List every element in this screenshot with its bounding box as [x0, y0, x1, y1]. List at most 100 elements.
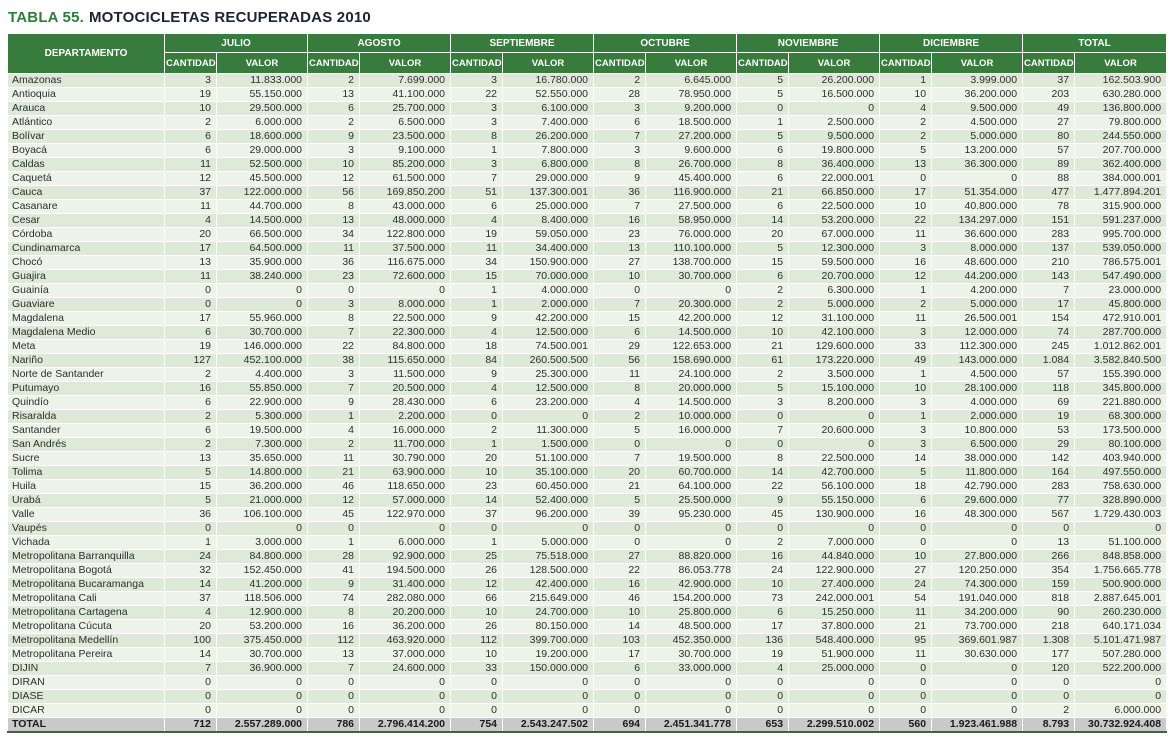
- table-row: Nariño 127 452.100.000 38 115.650.000 84 260.5…: [7, 353, 1168, 368]
- cantidad-cell: 754: [450, 717, 504, 733]
- subheader-valor: VALOR: [502, 52, 595, 74]
- cantidad-cell: 57: [1022, 143, 1076, 158]
- cantidad-cell: 0: [450, 521, 504, 536]
- month-header-octubre: OCTUBRE: [593, 33, 738, 53]
- valor-cell: 26.200.000: [502, 129, 595, 144]
- valor-cell: 60.700.000: [645, 465, 738, 480]
- cantidad-cell: 2: [164, 409, 217, 424]
- cantidad-cell: 2: [879, 129, 933, 144]
- cantidad-cell: 2: [307, 437, 361, 452]
- valor-cell: 73.700.000: [931, 619, 1024, 634]
- cantidad-cell: 23: [593, 227, 647, 242]
- cantidad-cell: 283: [1022, 227, 1076, 242]
- table-row: Córdoba 20 66.500.000 34 122.800.000 19 59.050…: [7, 227, 1168, 242]
- subheader-cantidad: CANTIDAD: [450, 52, 504, 74]
- cantidad-cell: 13: [879, 157, 933, 172]
- valor-cell: 0: [1074, 689, 1168, 704]
- table-row: Risaralda 2 5.300.000 1 2.200.000 0 0 2 10.000.0…: [7, 409, 1168, 424]
- valor-cell: 43.000.000: [359, 199, 452, 214]
- valor-cell: 55.960.000: [215, 311, 309, 326]
- valor-cell: 22.500.000: [359, 311, 452, 326]
- valor-cell: 315.900.000: [1074, 199, 1168, 214]
- valor-cell: 74.300.000: [931, 577, 1024, 592]
- valor-cell: 0: [931, 703, 1024, 718]
- valor-cell: 0: [215, 689, 309, 704]
- table-row: Cauca 37 122.000.000 56 169.850.200 51 137.300…: [7, 185, 1168, 200]
- cantidad-cell: 6: [164, 395, 217, 410]
- valor-cell: 40.800.000: [931, 199, 1024, 214]
- valor-cell: 150.900.000: [502, 255, 595, 270]
- valor-cell: 42.200.000: [645, 311, 738, 326]
- table-row: Metropolitana Cúcuta 20 53.200.000 16 36.200…: [7, 619, 1168, 634]
- valor-cell: 507.280.000: [1074, 647, 1168, 662]
- valor-cell: 70.000.000: [502, 269, 595, 284]
- cantidad-cell: 24: [879, 577, 933, 592]
- cantidad-cell: 11: [879, 227, 933, 242]
- cantidad-cell: 120: [1022, 661, 1076, 676]
- valor-cell: 9.500.000: [788, 129, 881, 144]
- cantidad-cell: 14: [879, 451, 933, 466]
- valor-cell: 0: [645, 703, 738, 718]
- valor-cell: 23.500.000: [359, 129, 452, 144]
- data-table: DEPARTAMENTO JULIO AGOSTO SEPTIEMBRE OCTUBR…: [7, 33, 1168, 733]
- subheader-valor: VALOR: [931, 52, 1024, 74]
- cantidad-cell: 0: [1022, 689, 1076, 704]
- valor-cell: 2.543.247.502: [502, 717, 595, 733]
- total-label: TOTAL: [7, 717, 165, 733]
- cantidad-cell: 37: [164, 185, 217, 200]
- valor-cell: 8.400.000: [502, 213, 595, 228]
- table-row: Magdalena Medio 6 30.700.000 7 22.300.000 4 12…: [7, 325, 1168, 340]
- valor-cell: 345.800.000: [1074, 381, 1168, 396]
- cantidad-cell: 11: [307, 241, 361, 256]
- cantidad-cell: 100: [164, 633, 217, 648]
- cantidad-cell: 18: [450, 339, 504, 354]
- cantidad-cell: 5: [164, 465, 217, 480]
- valor-cell: 44.200.000: [931, 269, 1024, 284]
- cantidad-cell: 29: [593, 339, 647, 354]
- valor-cell: 45.400.000: [645, 171, 738, 186]
- valor-cell: 33.000.000: [645, 661, 738, 676]
- month-header-diciembre: DICIEMBRE: [879, 33, 1024, 53]
- cantidad-cell: 653: [736, 717, 790, 733]
- cantidad-cell: 29: [1022, 437, 1076, 452]
- valor-cell: 630.280.000: [1074, 87, 1168, 102]
- cantidad-cell: 5: [736, 241, 790, 256]
- valor-cell: 129.600.000: [788, 339, 881, 354]
- cantidad-cell: 6: [736, 171, 790, 186]
- valor-cell: 36.400.000: [788, 157, 881, 172]
- valor-cell: 0: [215, 703, 309, 718]
- valor-cell: 30.732.924.408: [1074, 717, 1168, 733]
- valor-cell: 48.500.000: [645, 619, 738, 634]
- cantidad-cell: 8: [450, 129, 504, 144]
- valor-cell: 30.700.000: [215, 325, 309, 340]
- cantidad-cell: 9: [450, 367, 504, 382]
- cantidad-cell: 0: [593, 283, 647, 298]
- cantidad-cell: 12: [307, 171, 361, 186]
- valor-cell: 7.699.000: [359, 73, 452, 88]
- subheader-cantidad: CANTIDAD: [1022, 52, 1076, 74]
- cantidad-cell: 15: [164, 479, 217, 494]
- table-row: Metropolitana Pereira 14 30.700.000 13 37.00…: [7, 647, 1168, 662]
- cantidad-cell: 567: [1022, 507, 1076, 522]
- table-row: Bolívar 6 18.600.000 9 23.500.000 8 26.200.000…: [7, 129, 1168, 144]
- valor-cell: 6.500.000: [359, 115, 452, 130]
- cantidad-cell: 7: [593, 451, 647, 466]
- cantidad-cell: 25: [450, 549, 504, 564]
- valor-cell: 88.820.000: [645, 549, 738, 564]
- valor-cell: 0: [215, 283, 309, 298]
- cantidad-cell: 17: [736, 619, 790, 634]
- department-cell: Casanare: [7, 199, 165, 214]
- valor-cell: 128.500.000: [502, 563, 595, 578]
- cantidad-cell: 26: [450, 563, 504, 578]
- department-cell: Bolívar: [7, 129, 165, 144]
- valor-cell: 591.237.000: [1074, 213, 1168, 228]
- valor-cell: 44.700.000: [215, 199, 309, 214]
- department-cell: Santander: [7, 423, 165, 438]
- cantidad-cell: 22: [879, 213, 933, 228]
- department-cell: Metropolitana Bucaramanga: [7, 577, 165, 592]
- table-row: Cundinamarca 17 64.500.000 11 37.500.000 11 34…: [7, 241, 1168, 256]
- cantidad-cell: 20: [593, 465, 647, 480]
- valor-cell: 34.400.000: [502, 241, 595, 256]
- cantidad-cell: 5: [736, 381, 790, 396]
- valor-cell: 35.900.000: [215, 255, 309, 270]
